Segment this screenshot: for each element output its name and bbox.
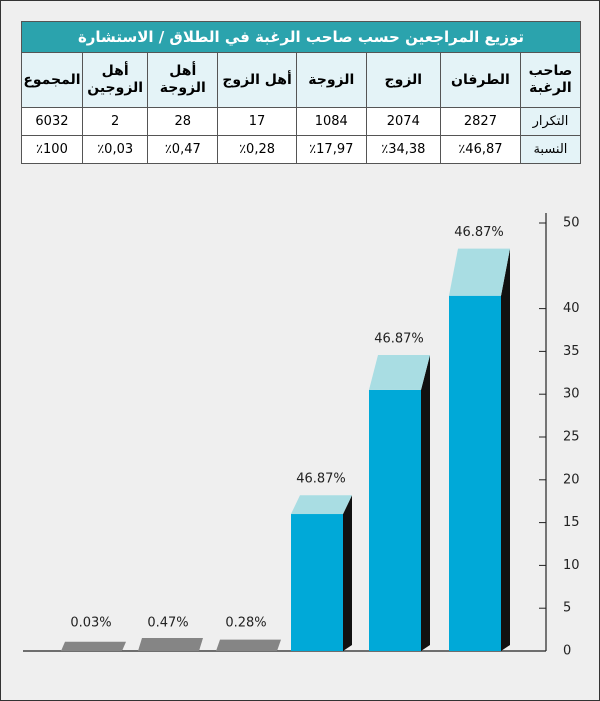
y-tick-label: 15 — [563, 515, 580, 530]
header-cell: أهل الزوجين — [81, 52, 149, 108]
bar-label: 46.87% — [454, 225, 504, 240]
bar-side — [501, 248, 510, 651]
y-tick-label: 5 — [563, 601, 571, 616]
header-cell: الزوج — [365, 52, 442, 108]
y-tick-label: 20 — [563, 472, 580, 487]
bar-label: 0.28% — [225, 616, 266, 631]
y-tick-label: 35 — [563, 344, 580, 359]
table-cell: التكرار — [519, 107, 582, 136]
bar-top — [449, 248, 510, 296]
y-tick-label: 10 — [563, 558, 580, 573]
table-cell: 28 — [147, 107, 219, 136]
header-cell: صاحب الرغبة — [519, 52, 582, 108]
table-cell: 2827 — [440, 107, 521, 136]
table-cell: 17 — [217, 107, 297, 136]
header-cell: المجموع — [21, 52, 83, 108]
table-cell: 2074 — [365, 107, 442, 136]
bar-label: 46.87% — [374, 331, 424, 346]
header-cell: الطرفان — [440, 52, 521, 108]
y-tick-label: 40 — [563, 301, 580, 316]
bar-side — [421, 354, 430, 651]
table-cell: ٪34,38 — [365, 135, 442, 164]
y-tick-label: 0 — [563, 644, 571, 659]
table-cell: ٪100 — [21, 135, 83, 164]
y-tick-label: 30 — [563, 387, 580, 402]
y-tick-label: 50 — [563, 216, 580, 231]
bar-top — [369, 354, 430, 390]
bar-label: 0.47% — [147, 616, 188, 631]
bar-side — [343, 495, 352, 651]
bar — [61, 641, 126, 651]
header-cell: الزوجة — [295, 52, 367, 108]
bar-top — [291, 495, 352, 515]
table-cell: ٪0,03 — [81, 135, 149, 164]
header-cell: أهل الزوج — [217, 52, 297, 108]
table-cell: 2 — [81, 107, 149, 136]
bar — [291, 514, 343, 651]
table-cell: النسبة — [519, 135, 582, 164]
bar — [449, 295, 501, 651]
table-title: توزيع المراجعين حسب صاحب الرغبة في الطلا… — [21, 21, 581, 53]
table-cell: ٪0,47 — [147, 135, 219, 164]
bar — [216, 639, 281, 651]
table-cell: 6032 — [21, 107, 83, 136]
header-cell: أهل الزوجة — [147, 52, 219, 108]
table-cell: ٪17,97 — [295, 135, 367, 164]
y-tick-label: 25 — [563, 430, 580, 445]
bar-label: 46.87% — [296, 472, 346, 487]
data-table: توزيع المراجعين حسب صاحب الرغبة في الطلا… — [21, 21, 582, 164]
table-cell: ٪0,28 — [217, 135, 297, 164]
bar-label: 0.03% — [70, 616, 111, 631]
table-cell: ٪46,87 — [440, 135, 521, 164]
bar — [369, 389, 421, 651]
bar — [138, 637, 203, 651]
